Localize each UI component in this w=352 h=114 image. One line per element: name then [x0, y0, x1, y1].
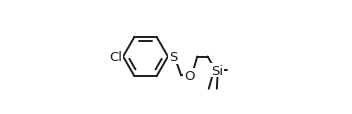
Text: S: S [169, 51, 177, 63]
Text: Cl: Cl [109, 51, 122, 63]
Text: Si: Si [211, 64, 223, 77]
Text: O: O [184, 69, 194, 82]
